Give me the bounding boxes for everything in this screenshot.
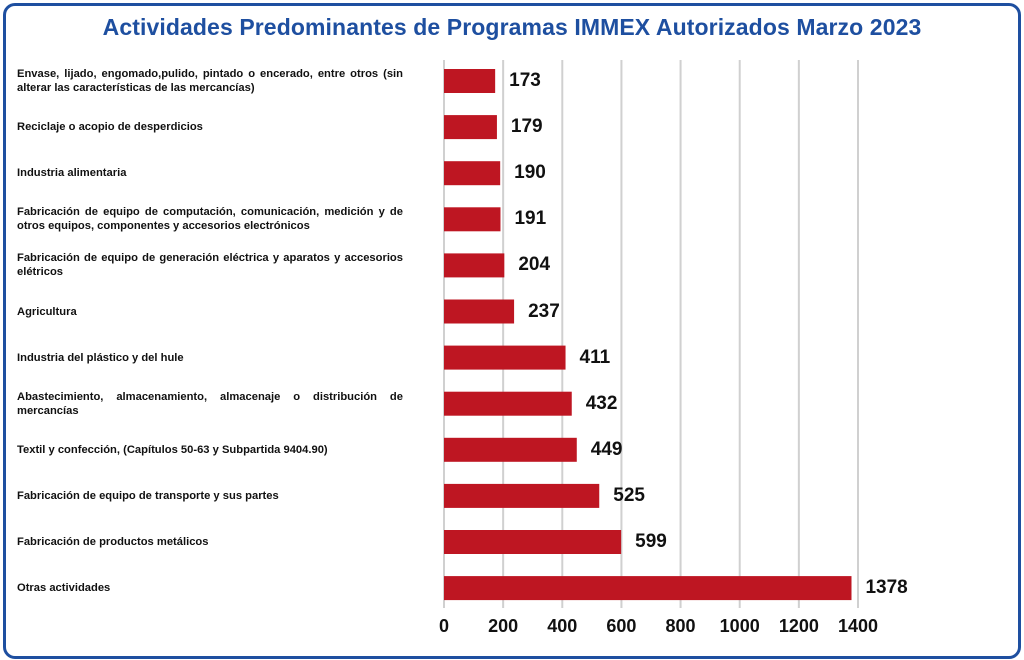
x-tick-label-1200: 1200	[778, 616, 819, 636]
bar-4	[444, 253, 505, 278]
category-label-1: Reciclaje o acopio de desperdicios	[17, 121, 203, 134]
category-label-4: Fabricación de equipo de generación eléc…	[17, 252, 403, 279]
bar-0	[444, 69, 496, 93]
bar-9	[444, 483, 600, 508]
bar-11	[444, 576, 852, 601]
x-tick-label-200: 200	[488, 616, 519, 636]
bar-8	[444, 437, 577, 462]
bar-3	[444, 207, 501, 232]
data-label-10: 599	[635, 531, 667, 552]
data-label-8: 449	[590, 438, 623, 460]
data-label-0: 173	[509, 70, 541, 91]
x-tick-label-800: 800	[665, 616, 696, 636]
x-tick-label-600: 600	[606, 616, 637, 636]
category-label-11: Otras actividades	[17, 582, 111, 595]
bar-6	[444, 345, 566, 370]
data-label-9: 525	[613, 484, 645, 506]
category-label-2: Industria alimentaria	[17, 167, 127, 180]
x-tick-label-1000: 1000	[719, 616, 760, 636]
data-label-5: 237	[528, 300, 560, 322]
x-tick-label-400: 400	[547, 616, 578, 636]
x-tick-label-0: 0	[438, 616, 449, 636]
data-label-4: 204	[518, 254, 551, 276]
bar-1	[444, 115, 497, 140]
data-label-7: 432	[585, 392, 618, 414]
category-label-3: Fabricación de equipo de computación, co…	[17, 206, 403, 233]
data-label-11: 1378	[865, 577, 908, 599]
category-label-5: Agricultura	[17, 305, 77, 318]
bar-7	[444, 391, 572, 416]
data-label-3: 191	[514, 208, 547, 230]
data-label-6: 411	[579, 346, 611, 368]
data-label-2: 190	[514, 162, 546, 184]
data-label-1: 179	[510, 116, 543, 138]
category-label-0: Envase, lijado, engomado,pulido, pintado…	[17, 68, 403, 94]
chart-title: Actividades Predominantes de Programas I…	[102, 14, 922, 40]
category-label-7: Abastecimiento, almacenamiento, almacena…	[17, 390, 403, 417]
bar-5	[444, 299, 515, 324]
category-label-9: Fabricación de equipo de transporte y su…	[17, 489, 279, 502]
bar-2	[444, 161, 501, 186]
x-tick-label-1400: 1400	[837, 616, 879, 636]
category-label-6: Industria del plástico y del hule	[17, 351, 184, 364]
category-label-8: Textil y confección, (Capítulos 50-63 y …	[17, 443, 328, 456]
bar-10	[444, 530, 622, 554]
category-label-10: Fabricación de productos metálicos	[17, 536, 209, 548]
